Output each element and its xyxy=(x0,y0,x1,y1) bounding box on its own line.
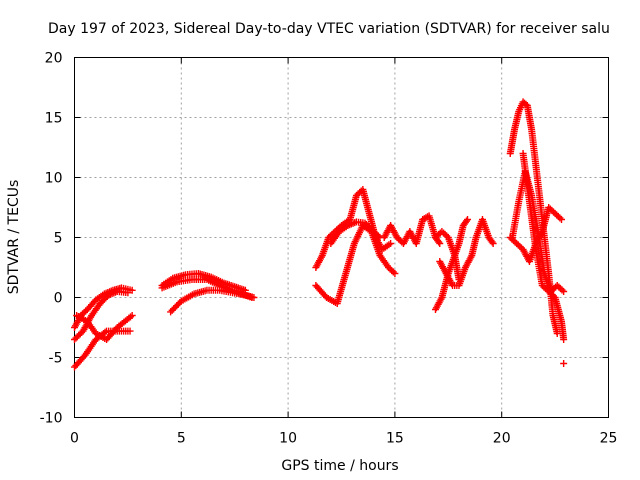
data-point xyxy=(436,240,444,247)
grid-lines xyxy=(74,57,609,418)
data-point xyxy=(558,286,566,294)
series-arc-3c xyxy=(327,218,384,247)
y-tick-label: 10 xyxy=(45,171,63,187)
data-point xyxy=(560,360,568,367)
series-arc-3b xyxy=(312,222,399,307)
series-arc-2c xyxy=(167,286,258,316)
data-point xyxy=(560,336,568,343)
data-point xyxy=(126,327,134,335)
y-tick-label: 20 xyxy=(45,51,63,67)
data-point xyxy=(173,302,181,310)
y-tick-label: 5 xyxy=(54,231,63,247)
chart-title: Day 197 of 2023, Sidereal Day-to-day VTE… xyxy=(48,21,610,37)
data-point xyxy=(435,238,443,246)
data-point xyxy=(556,214,564,222)
series-arc-1d xyxy=(73,312,136,343)
data-point xyxy=(374,232,382,240)
data-point xyxy=(489,240,497,247)
data-point xyxy=(387,240,395,247)
data-point xyxy=(391,270,399,277)
x-tick-label: 20 xyxy=(493,431,511,447)
y-tick-label: 15 xyxy=(45,111,63,127)
data-points xyxy=(71,98,568,371)
data-point xyxy=(128,286,136,294)
data-point xyxy=(128,312,136,319)
series-arc-3a xyxy=(312,186,395,271)
data-point xyxy=(174,300,182,308)
series-arc-5d xyxy=(519,150,568,343)
data-point xyxy=(558,216,566,223)
x-tick-label: 5 xyxy=(177,431,186,447)
y-axis-label: SDTVAR / TECUs xyxy=(6,180,22,295)
data-point xyxy=(250,294,258,301)
y-tick-label: 0 xyxy=(54,291,63,307)
x-tick-label: 15 xyxy=(386,431,404,447)
data-point xyxy=(167,308,175,316)
data-point xyxy=(462,217,470,225)
data-point xyxy=(170,305,178,313)
data-point xyxy=(389,268,397,276)
x-axis-label: GPS time / hours xyxy=(281,458,398,474)
data-point xyxy=(168,306,176,314)
y-tick-label: -10 xyxy=(40,411,63,427)
x-tick-label: 10 xyxy=(279,431,297,447)
data-point xyxy=(124,289,132,297)
y-tick-label: -5 xyxy=(49,351,63,367)
series-arc-4c xyxy=(436,216,497,289)
data-point xyxy=(171,303,179,311)
x-tick-label: 0 xyxy=(70,431,79,447)
series-arc-5e xyxy=(560,360,568,367)
x-tick-label: 25 xyxy=(600,431,618,447)
series-arc-4b xyxy=(431,228,463,283)
data-point xyxy=(560,288,568,295)
data-point xyxy=(464,216,472,223)
data-point xyxy=(101,328,109,336)
axis-ticks: 0 5 10 15 20 25 -10 -5 0 5 10 15 20 xyxy=(40,51,618,447)
data-point xyxy=(488,238,496,246)
